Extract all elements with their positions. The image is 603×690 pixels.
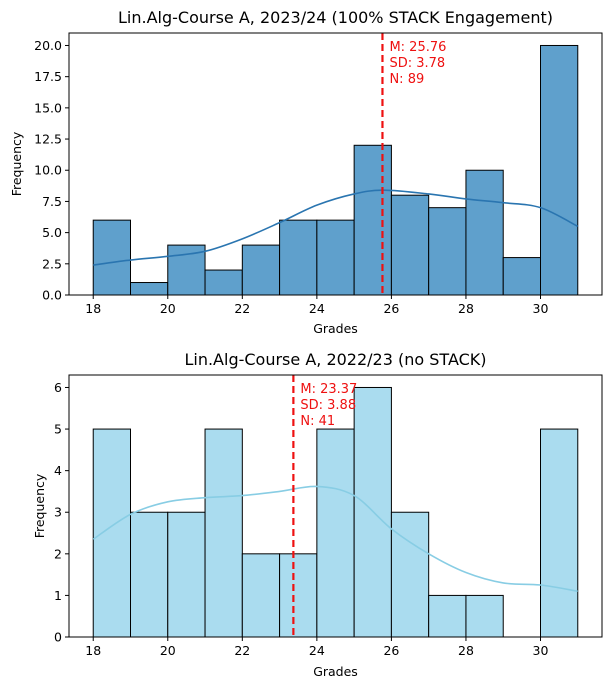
histogram-bar — [465, 594, 504, 638]
histogram-bar — [92, 428, 131, 638]
histogram-chart-2022-23: Lin.Alg-Course A, 2022/23 (no STACK) M: 2… — [32, 350, 603, 679]
histogram-bar — [204, 428, 243, 638]
x-tick-label: 24 — [309, 643, 325, 658]
stat-annotation: N: 41 — [300, 414, 335, 429]
kde-curve — [93, 189, 579, 266]
y-axis-label: Frequency — [9, 131, 24, 196]
x-tick-label: 30 — [533, 643, 549, 658]
histogram-bar — [241, 553, 281, 638]
y-tick-label: 10.0 — [34, 163, 62, 178]
x-tick-label: 24 — [309, 301, 325, 316]
y-tick-label: 0 — [54, 630, 62, 645]
histogram-bar — [92, 219, 131, 296]
stat-annotation: SD: 3.88 — [300, 398, 356, 413]
y-tick-label: 6 — [54, 380, 62, 395]
y-tick-label: 3 — [54, 505, 62, 520]
y-tick-label: 1 — [54, 588, 62, 603]
y-tick-label: 5 — [54, 422, 62, 437]
stat-annotation: N: 89 — [389, 72, 424, 87]
x-axis-label: Grades — [313, 321, 358, 336]
histogram-bar — [167, 511, 206, 638]
histogram-bar — [316, 219, 355, 296]
y-tick-label: 0.0 — [42, 288, 62, 303]
y-tick-label: 2 — [54, 546, 62, 561]
x-tick-label: 28 — [458, 301, 474, 316]
histogram-bar — [502, 257, 541, 296]
x-tick-label: 28 — [458, 643, 474, 658]
y-tick-label: 20.0 — [34, 38, 62, 53]
x-tick-label: 22 — [234, 643, 250, 658]
y-tick-label: 2.5 — [42, 256, 62, 271]
x-axis-label: Grades — [313, 664, 358, 679]
y-tick-label: 4 — [54, 463, 62, 478]
stat-annotation: M: 25.76 — [389, 40, 446, 55]
histogram-bar — [316, 428, 355, 638]
histogram-bar — [279, 553, 318, 638]
histogram-chart-2023-24: Lin.Alg-Course A, 2023/24 (100% STACK En… — [9, 8, 603, 336]
axes-frame — [68, 374, 603, 638]
histogram-bar — [540, 428, 579, 638]
stat-annotation: SD: 3.78 — [389, 56, 445, 71]
axes-frame — [68, 32, 603, 296]
x-tick-label: 20 — [160, 643, 176, 658]
x-tick-label: 20 — [160, 301, 176, 316]
chart-title: Lin.Alg-Course A, 2022/23 (no STACK) — [184, 350, 486, 369]
y-tick-label: 17.5 — [34, 69, 62, 84]
stat-annotation: M: 23.37 — [300, 382, 357, 397]
histogram-bar — [540, 44, 579, 296]
histogram-bar — [130, 282, 169, 296]
histogram-bar — [465, 169, 504, 296]
histogram-bar — [428, 594, 467, 638]
histogram-bar — [353, 144, 392, 296]
histogram-bar — [279, 219, 318, 296]
kde-curve — [92, 485, 578, 593]
x-tick-label: 18 — [85, 643, 101, 658]
histogram-bar — [241, 244, 281, 296]
y-tick-label: 12.5 — [34, 132, 62, 147]
y-tick-label: 5.0 — [42, 225, 62, 240]
histogram-bar — [390, 511, 430, 638]
chart-title: Lin.Alg-Course A, 2023/24 (100% STACK En… — [118, 8, 553, 27]
x-tick-label: 18 — [85, 301, 101, 316]
y-axis-label: Frequency — [32, 473, 47, 538]
histogram-bar — [130, 511, 169, 638]
x-tick-label: 26 — [383, 643, 399, 658]
histogram-bar — [390, 194, 430, 296]
x-tick-label: 26 — [383, 301, 399, 316]
x-tick-label: 22 — [234, 301, 250, 316]
histogram-bar — [428, 207, 467, 296]
y-tick-label: 7.5 — [42, 194, 62, 209]
histogram-bar — [204, 269, 243, 296]
x-tick-label: 30 — [533, 301, 549, 316]
histogram-bar — [167, 244, 206, 296]
y-tick-label: 15.0 — [34, 100, 62, 115]
